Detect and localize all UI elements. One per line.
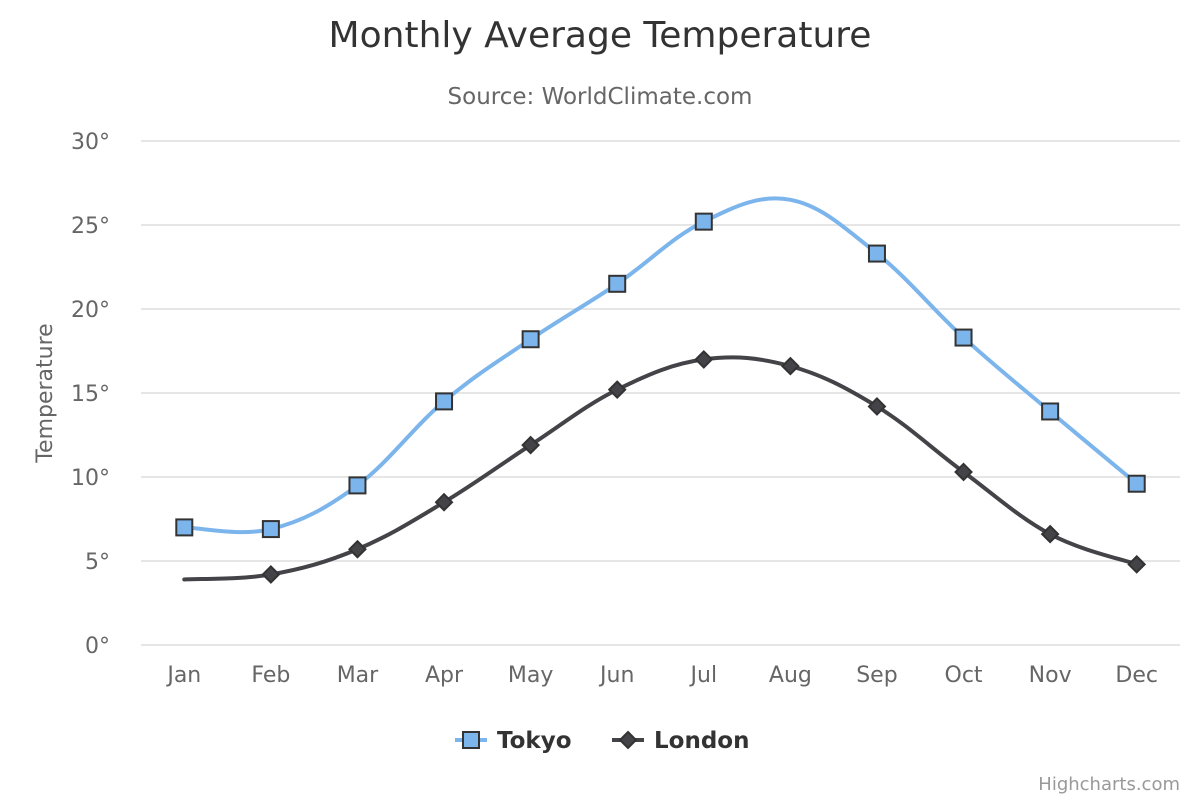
legend-item-tokyo[interactable]: Tokyo [455,728,572,754]
tokyo-point[interactable] [261,520,280,539]
london-point[interactable] [1127,554,1147,574]
london-series [182,349,1147,584]
legend-label: London [654,728,749,754]
tokyo-point[interactable] [867,244,886,263]
london-point[interactable] [434,492,454,512]
tokyo-point[interactable] [435,392,454,411]
tokyo-point[interactable] [954,328,973,347]
london-point[interactable] [954,462,973,482]
london-point[interactable] [607,380,627,400]
y-axis-ticks: 0° 5° 10° 15° 20° 25° 30° [71,130,110,659]
x-tick-label: Apr [425,663,464,688]
x-tick-label: Feb [251,663,290,688]
x-tick-label: Aug [769,663,812,688]
y-tick-label: 0° [85,634,110,659]
london-point[interactable] [261,565,281,584]
london-point[interactable] [521,435,541,455]
tokyo-point[interactable] [1041,402,1060,421]
chart-subtitle: Source: WorldClimate.com [448,84,753,110]
x-tick-label: Nov [1029,663,1072,688]
tokyo-series [175,196,1146,539]
legend[interactable]: Tokyo London [455,728,749,754]
x-tick-label: Jun [598,663,634,688]
x-tick-label: Mar [337,663,379,688]
chart-title: Monthly Average Temperature [329,15,872,56]
grid-lines [141,140,1180,646]
tokyo-point[interactable] [694,212,713,231]
tokyo-point[interactable] [348,476,367,495]
credits-link[interactable]: Highcharts.com [1038,774,1180,795]
x-tick-label: Jan [165,663,201,688]
legend-marker[interactable] [462,731,480,749]
london-point[interactable] [1040,524,1060,544]
x-tick-label: May [508,663,553,688]
london-point[interactable] [867,397,887,416]
tokyo-point[interactable] [1127,474,1146,493]
tokyo-line[interactable] [182,196,1139,535]
legend-label: Tokyo [497,728,572,754]
london-point[interactable] [348,539,367,559]
tokyo-point[interactable] [175,518,194,537]
y-tick-label: 30° [71,130,110,155]
x-tick-label: Jul [689,663,718,688]
x-tick-label: Dec [1115,663,1158,688]
y-tick-label: 20° [71,298,110,323]
y-tick-label: 25° [71,214,110,239]
x-tick-label: Sep [856,663,897,688]
london-line[interactable] [182,355,1139,582]
legend-marker[interactable] [618,730,638,750]
tokyo-point[interactable] [521,330,540,349]
y-tick-label: 10° [71,466,110,491]
tokyo-point[interactable] [608,274,627,293]
y-axis-title: Temperature [33,323,58,463]
y-tick-label: 15° [71,382,110,407]
y-tick-label: 5° [85,550,110,575]
london-point[interactable] [780,356,800,376]
legend-item-london[interactable]: London [612,728,749,754]
x-tick-label: Oct [945,663,983,688]
series-group [175,196,1147,584]
london-point[interactable] [694,349,714,369]
x-axis-ticks: Jan Feb Mar Apr May Jun Jul Aug Sep Oct Nov Dec [165,663,1158,688]
